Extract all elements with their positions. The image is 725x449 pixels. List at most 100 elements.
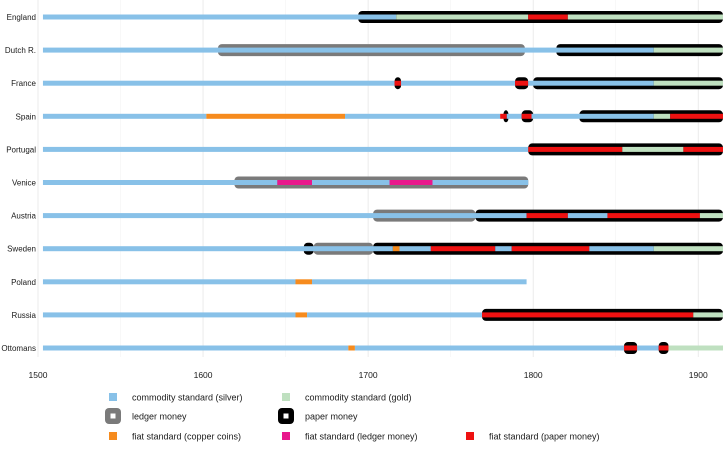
gold-standard-bar [693,312,723,318]
gold-standard-bar [567,14,723,20]
silver-standard-bar [42,312,296,318]
gold-standard-bar [668,345,723,351]
legend-label: commodity standard (silver) [132,393,243,403]
legend-ring-center [283,413,289,419]
country-labels: England Dutch R. France Spain Portugal Venice… [1,13,36,353]
silver-standard-bar [399,246,431,252]
silver-standard-bar [42,279,296,285]
silver-standard-bar [307,312,483,318]
gold-standard-bar [653,113,671,119]
fiat_paper-standard-bar [482,312,694,318]
country-label: Ottomans [1,344,36,353]
gold-standard-bar [622,146,684,152]
gold-standard-bar [699,213,723,219]
fiat_paper-standard-bar [511,246,590,252]
legend-entry: fiat standard (paper money) [466,432,600,442]
copper-standard-bar [348,345,355,351]
silver-standard-bar [42,180,278,185]
legend-ring-center [110,413,116,419]
grid [37,0,699,357]
gold-standard-bar [653,80,723,86]
silver-standard-bar [506,113,522,119]
x-axis-ticks: 1500 1600 1700 1800 1900 [29,370,708,380]
legend-entry: ledger money [105,408,187,424]
fiat_paper-standard-bar [515,80,529,86]
fiat_paper-standard-bar [526,213,568,219]
country-label: Russia [12,311,37,320]
silver-standard-bar [432,180,529,185]
legend-label: fiat standard (copper coins) [132,432,241,442]
silver-standard-bar [42,345,349,351]
fiat_paper-standard-bar [430,246,496,252]
silver-standard-bar [312,180,390,185]
copper-standard-bar [392,246,400,252]
fiat_paper-standard-bar [658,345,669,351]
x-tick-label: 1600 [194,370,213,380]
legend-label: commodity standard (gold) [305,393,412,403]
silver-standard-bar [42,80,395,86]
gold-standard-bar [653,246,723,252]
copper-standard-bar [295,312,308,318]
country-label: Dutch R. [5,46,36,55]
silver-standard-bar [42,47,654,53]
fiat_paper-standard-bar [528,14,568,20]
silver-standard-bar [42,246,393,252]
fiat_paper-standard-bar [683,146,723,152]
x-tick-label: 1900 [689,370,708,380]
x-tick-label: 1500 [29,370,48,380]
fiat_paper-standard-bar [500,113,507,119]
x-tick-label: 1800 [524,370,543,380]
silver-standard-bar [42,14,397,20]
gold-standard-bar [396,14,529,20]
copper-standard-bar [295,279,312,285]
legend-entry: commodity standard (silver) [109,393,243,403]
fiat_paper-standard-bar [528,146,623,152]
legend-swatch [282,432,290,440]
silver-standard-bar [637,345,659,351]
fiat_ledger-standard-bar [389,180,433,185]
country-label: Sweden [7,245,36,254]
silver-standard-bar [312,279,527,285]
x-tick-label: 1700 [359,370,378,380]
silver-standard-bar [528,80,654,86]
legend: commodity standard (silver) commodity sta… [105,393,600,442]
silver-standard-bar [354,345,624,351]
country-label: England [7,13,36,22]
fiat_paper-standard-bar [670,113,723,119]
fiat_paper-standard-bar [623,345,638,351]
legend-label: fiat standard (ledger money) [305,432,418,442]
fiat_paper-standard-bar [521,113,532,119]
country-label: France [11,79,36,88]
legend-swatch [109,432,117,440]
fiat_paper-standard-bar [394,80,402,86]
silver-standard-bar [567,213,608,219]
silver-standard-bar [42,146,529,152]
legend-entry: paper money [278,408,358,424]
legend-label: paper money [305,412,358,422]
legend-label: fiat standard (paper money) [489,432,600,442]
country-label: Spain [16,112,36,121]
copper-standard-bar [206,113,346,119]
silver-standard-bar [42,113,207,119]
legend-label: ledger money [132,412,187,422]
country-label: Portugal [6,145,36,154]
monetary-standard-bars [42,14,723,351]
legend-swatch [466,432,474,440]
silver-standard-bar [589,246,654,252]
country-label: Poland [11,278,36,287]
legend-swatch [109,393,117,401]
country-label: Venice [12,179,37,188]
silver-standard-bar [531,113,654,119]
silver-standard-bar [42,213,527,219]
silver-standard-bar [345,113,501,119]
silver-standard-bar [401,80,516,86]
fiat_paper-standard-bar [607,213,700,219]
silver-standard-bar [495,246,512,252]
legend-entry: fiat standard (ledger money) [282,432,418,442]
legend-entry: fiat standard (copper coins) [109,432,241,442]
gold-standard-bar [653,47,723,53]
legend-swatch [282,393,290,401]
legend-entry: commodity standard (gold) [282,393,412,403]
fiat_ledger-standard-bar [277,180,312,185]
